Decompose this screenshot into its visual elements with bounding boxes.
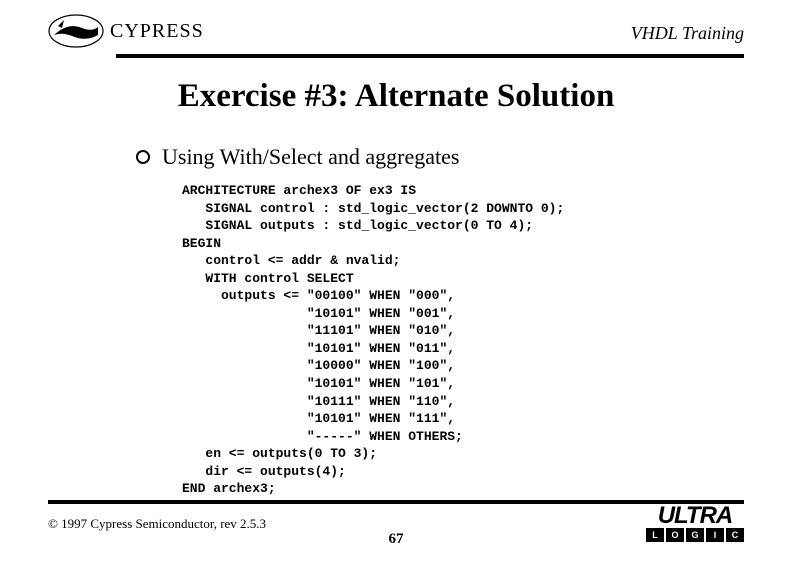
company-logo: CYPRESS (48, 14, 204, 48)
ultra-label: ULTRA (646, 506, 744, 526)
cypress-logo-icon (48, 14, 104, 48)
bullet-row: Using With/Select and aggregates (136, 144, 459, 170)
bullet-icon (136, 150, 150, 164)
slide-header: CYPRESS VHDL Training (48, 14, 744, 48)
company-name: CYPRESS (110, 20, 204, 43)
bullet-text: Using With/Select and aggregates (162, 144, 459, 170)
slide-title: Exercise #3: Alternate Solution (0, 78, 792, 115)
header-title: VHDL Training (631, 23, 744, 48)
page-number: 67 (0, 531, 792, 548)
copyright-text: © 1997 Cypress Semiconductor, rev 2.5.3 (48, 516, 266, 532)
code-listing: ARCHITECTURE archex3 OF ex3 IS SIGNAL co… (182, 182, 564, 498)
footer-divider (48, 500, 744, 504)
header-divider (116, 54, 744, 58)
